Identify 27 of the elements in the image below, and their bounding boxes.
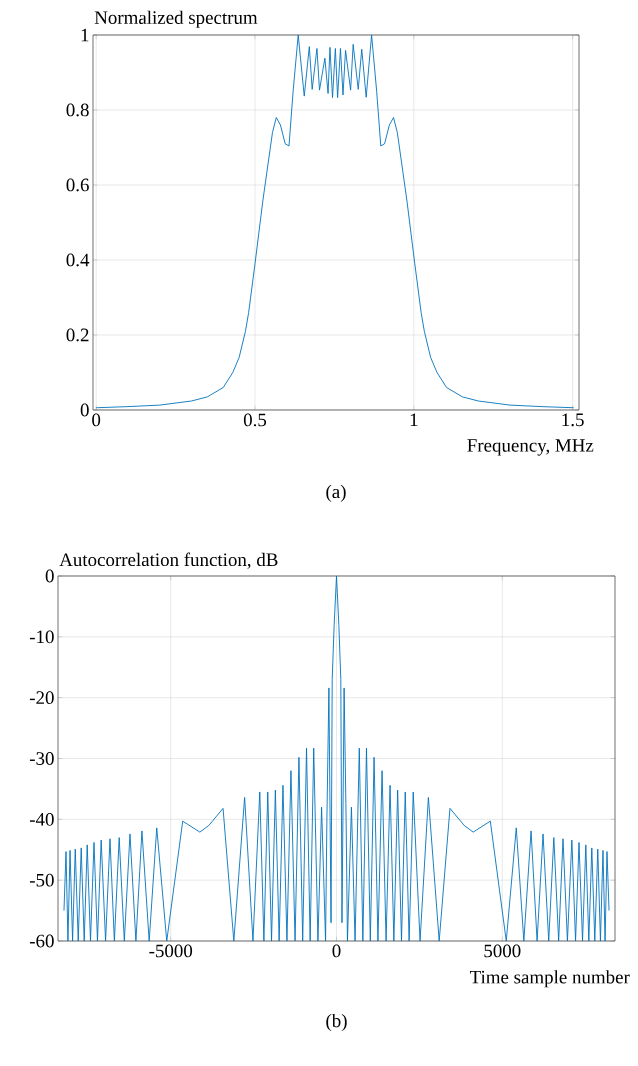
line-series (63, 575, 610, 942)
x-axis-title: Time sample number (469, 970, 630, 988)
y-tick-label: -10 (29, 630, 54, 644)
text: (b) (326, 1013, 347, 1032)
x-tick-label: 0 (92, 413, 101, 427)
y-tick-label: -30 (29, 752, 54, 765)
x-tick-label: 1.5 (562, 413, 584, 427)
y-tick-label: 1 (81, 28, 89, 42)
y-tick-label: 0.4 (66, 253, 90, 267)
y-tick-label: 0 (45, 569, 54, 583)
x-tick-label: -5000 (149, 944, 193, 958)
text: (a) (326, 484, 346, 502)
y-tick-label: 0 (80, 403, 89, 417)
x-tick-label: 1 (410, 413, 418, 427)
y-tick-label: -60 (29, 934, 54, 948)
y-tick-label: 0.6 (66, 178, 89, 192)
x-tick-label: 0.5 (243, 413, 267, 427)
chart-title: Normalized spectrum (94, 10, 258, 28)
y-tick-label: -40 (29, 812, 54, 826)
y-tick-label: -20 (29, 691, 54, 705)
x-tick-label: 5000 (484, 944, 521, 958)
y-tick-label: 0.2 (66, 328, 89, 342)
chart-title: Autocorrelation function, dB (59, 552, 278, 569)
x-axis-title: Frequency, MHz (467, 439, 594, 456)
y-tick-label: -50 (29, 873, 54, 887)
y-tick-label: 0.8 (66, 103, 89, 117)
x-tick-label: 0 (332, 944, 341, 958)
